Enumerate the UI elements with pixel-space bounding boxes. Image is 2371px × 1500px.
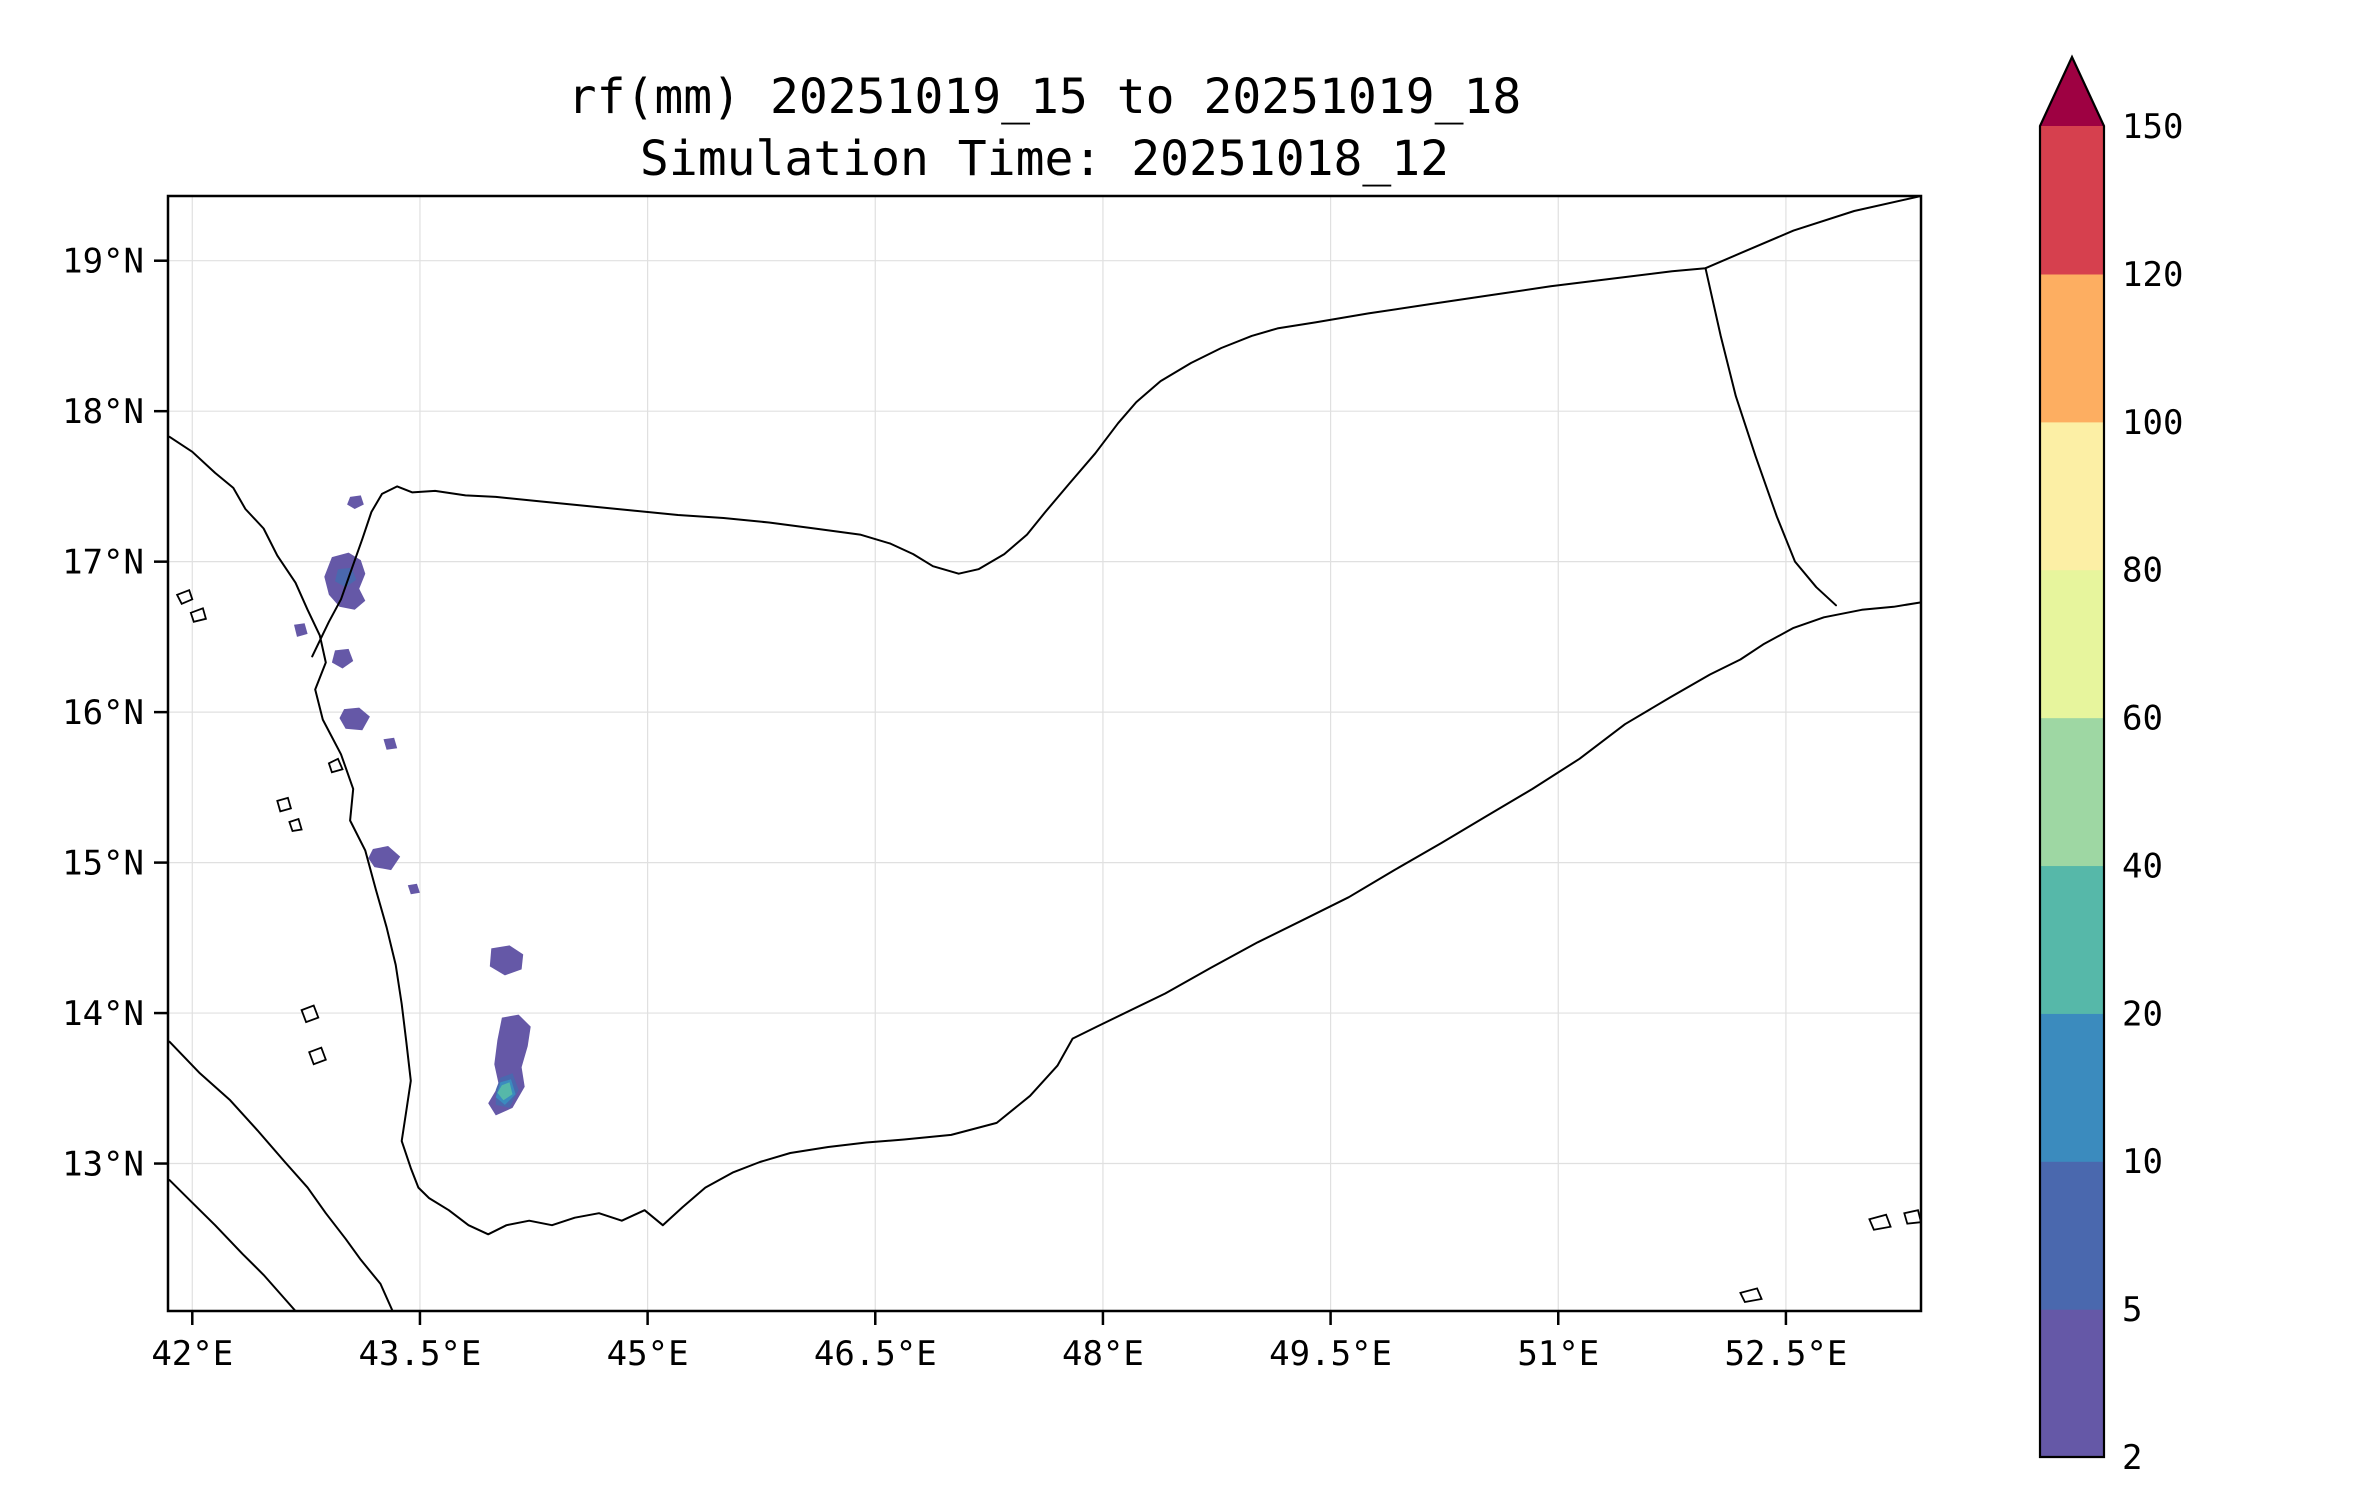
x-tick-label: 46.5°E (814, 1334, 937, 1374)
rain-patch-2-5mm (347, 495, 364, 509)
y-tick-label: 13°N (62, 1145, 144, 1185)
rain-patch-2-5mm (368, 846, 401, 871)
colorbar-segment-2-5 (2040, 1309, 2104, 1458)
colorbar-tick-label: 120 (2122, 255, 2183, 295)
africa-coast-north (168, 1040, 394, 1311)
y-tick-label: 17°N (62, 543, 144, 583)
colorbar-segment-60-80 (2040, 569, 2104, 719)
island (276, 796, 293, 813)
y-tick-label: 19°N (62, 242, 144, 282)
map-area (168, 196, 1921, 1311)
island (308, 1046, 327, 1066)
x-tick-label: 52.5°E (1725, 1334, 1848, 1374)
colorbar-outline (2038, 54, 2106, 1459)
island (300, 1004, 320, 1024)
x-tick-label: 49.5°E (1269, 1334, 1392, 1374)
axes-frame (166, 194, 1923, 1313)
island (175, 589, 194, 605)
colorbar-tick-label: 20 (2122, 994, 2163, 1034)
plot-title: rf(mm) 20251019_15 to 20251019_18 Simula… (168, 66, 1921, 190)
y-tick-label: 15°N (62, 844, 144, 884)
colorbar-tick-label: 150 (2122, 107, 2183, 147)
y-tick-label: 18°N (62, 392, 144, 432)
colorbar-segment-20-40 (2040, 865, 2104, 1014)
island (1868, 1213, 1892, 1231)
colorbar-segment-100-120 (2040, 273, 2104, 423)
plot-title-line2: Simulation Time: 20251018_12 (639, 131, 1450, 187)
rain-patch-2-5mm (383, 737, 398, 750)
colorbar-tick-label: 100 (2122, 403, 2183, 443)
yemen-west-and-south-coast (168, 435, 1921, 1236)
colorbar-over-arrow (2040, 57, 2104, 126)
island (1903, 1209, 1921, 1225)
colorbar-segment-5-10 (2040, 1161, 2104, 1310)
rain-patch-2-5mm (331, 648, 354, 669)
x-tick-label: 51°E (1517, 1334, 1599, 1374)
rain-patch-2-5mm (339, 707, 370, 731)
colorbar-segment-10-20 (2040, 1013, 2104, 1162)
x-tick-label: 48°E (1062, 1334, 1144, 1374)
rain-patch-2-5mm (407, 883, 420, 895)
y-tick-label: 14°N (62, 994, 144, 1034)
yemen-oman-border (1704, 267, 1837, 607)
saudi-yemen-border (311, 196, 1921, 658)
colorbar-tick-label: 5 (2122, 1290, 2142, 1330)
plot-title-line1: rf(mm) 20251019_15 to 20251019_18 (567, 69, 1522, 125)
x-tick-label: 45°E (607, 1334, 689, 1374)
x-tick-label: 42°E (151, 1334, 233, 1374)
island (189, 607, 208, 623)
x-tick-label: 43.5°E (359, 1334, 482, 1374)
colorbar-tick-label: 40 (2122, 846, 2163, 886)
rain-patch-2-5mm (294, 623, 308, 637)
island (288, 817, 303, 833)
africa-coast-south (168, 1179, 297, 1311)
island (327, 757, 344, 774)
colorbar-segment-120-150 (2040, 126, 2104, 275)
rain-patch-20-40mm (497, 1082, 513, 1101)
rain-patch-2-5mm (489, 945, 524, 976)
colorbar-tick-label: 10 (2122, 1142, 2163, 1182)
colorbar-segment-40-60 (2040, 717, 2104, 867)
island (1739, 1287, 1763, 1304)
colorbar-tick-label: 2 (2122, 1438, 2142, 1478)
colorbar-tick-label: 80 (2122, 551, 2163, 591)
colorbar-segment-80-100 (2040, 421, 2104, 571)
colorbar-tick-label: 60 (2122, 699, 2163, 739)
y-tick-label: 16°N (62, 693, 144, 733)
